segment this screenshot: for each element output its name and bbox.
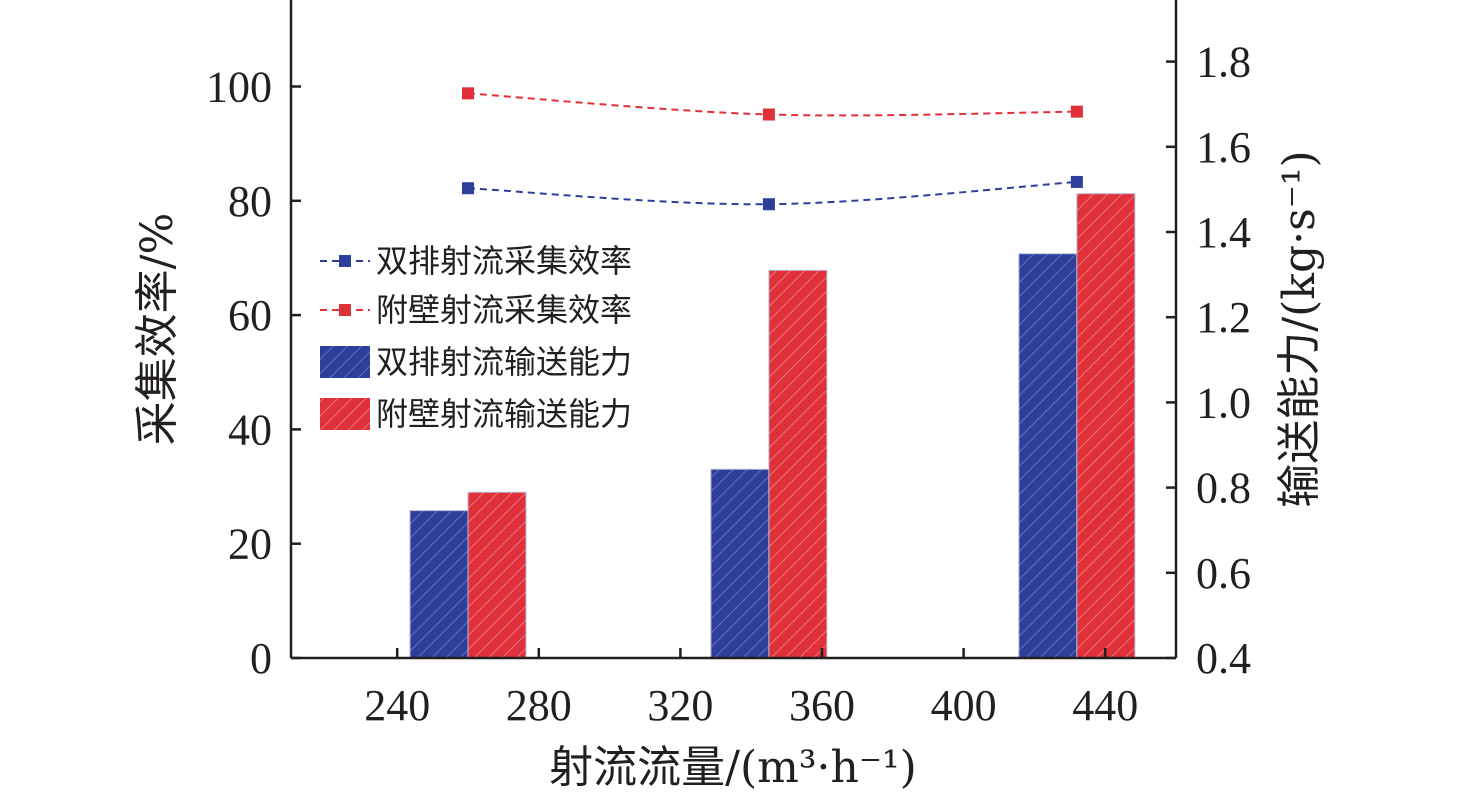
left-y-tick-label: 100 — [206, 63, 272, 112]
x-tick-label: 400 — [931, 681, 997, 730]
legend-item-double-row-efficiency: 双排射流采集效率 — [320, 242, 632, 280]
point-double-row-jet-1 — [462, 182, 474, 195]
legend-item-wall-efficiency: 附壁射流采集效率 — [320, 291, 632, 329]
legend-bar-swatch — [320, 398, 370, 430]
x-tick-label: 240 — [364, 681, 430, 730]
x-axis-title: 射流流量/(m³·h⁻¹) — [549, 742, 917, 793]
x-tick-label: 440 — [1072, 681, 1138, 730]
left-y-tick-label: 0 — [250, 634, 272, 683]
left-y-tick-label: 40 — [228, 405, 272, 454]
right-y-tick-label: 1.4 — [1196, 208, 1251, 257]
right-y-tick-label: 0.8 — [1196, 464, 1251, 513]
left-y-tick-label: 60 — [228, 291, 272, 340]
legend-marker-swatch — [339, 255, 351, 267]
left-y-axis-title: 采集效率/% — [132, 213, 183, 446]
point-wall-attached-jet-1 — [462, 87, 474, 100]
point-wall-attached-jet-3 — [1070, 105, 1083, 118]
x-tick-label: 320 — [647, 681, 713, 730]
right-y-tick-label: 1.6 — [1196, 123, 1251, 172]
right-y-tick-label: 0.4 — [1196, 634, 1251, 683]
bar-wall-attached-jet-3 — [1076, 193, 1136, 659]
right-y-tick-label: 0.6 — [1196, 549, 1251, 598]
lines-group — [462, 87, 1083, 211]
right-y-tick-label: 1.8 — [1196, 38, 1251, 87]
left-y-tick-label: 20 — [228, 520, 272, 569]
legend-item-double-row-capacity: 双排射流输送能力 — [320, 343, 632, 381]
bar-wall-attached-jet-1 — [467, 491, 527, 659]
bar-double-row-jet-1 — [409, 510, 469, 659]
bar-double-row-jet-3 — [1018, 253, 1078, 659]
legend-label: 双排射流采集效率 — [376, 242, 632, 280]
x-ticks: 240 280 320 360 400 440 — [364, 648, 1138, 730]
bars-group — [409, 193, 1136, 659]
right-y-tick-label: 1.2 — [1196, 293, 1251, 342]
legend-marker-swatch — [339, 304, 351, 316]
legend-label: 附壁射流输送能力 — [376, 395, 632, 433]
right-y-axis-title: 输送能力/(kg·s⁻¹) — [1274, 150, 1325, 507]
x-tick-label: 360 — [789, 681, 855, 730]
bar-double-row-jet-2 — [710, 468, 770, 659]
point-double-row-jet-2 — [762, 198, 775, 211]
legend-item-wall-capacity: 附壁射流输送能力 — [320, 395, 632, 433]
x-tick-label: 280 — [506, 681, 572, 730]
legend-label: 附壁射流采集效率 — [376, 291, 632, 329]
left-y-tick-label: 80 — [228, 177, 272, 226]
legend-bar-swatch — [320, 346, 370, 378]
point-double-row-jet-3 — [1070, 175, 1083, 188]
point-wall-attached-jet-2 — [762, 108, 775, 121]
right-y-tick-label: 1.0 — [1196, 378, 1251, 427]
right-y-ticks: 0.4 0.6 0.8 1.0 1.2 1.4 1.6 1.8 — [1166, 38, 1251, 683]
left-y-ticks: 0 20 40 60 80 100 — [206, 63, 301, 683]
bar-wall-attached-jet-2 — [768, 269, 828, 659]
legend-label: 双排射流输送能力 — [376, 343, 632, 381]
